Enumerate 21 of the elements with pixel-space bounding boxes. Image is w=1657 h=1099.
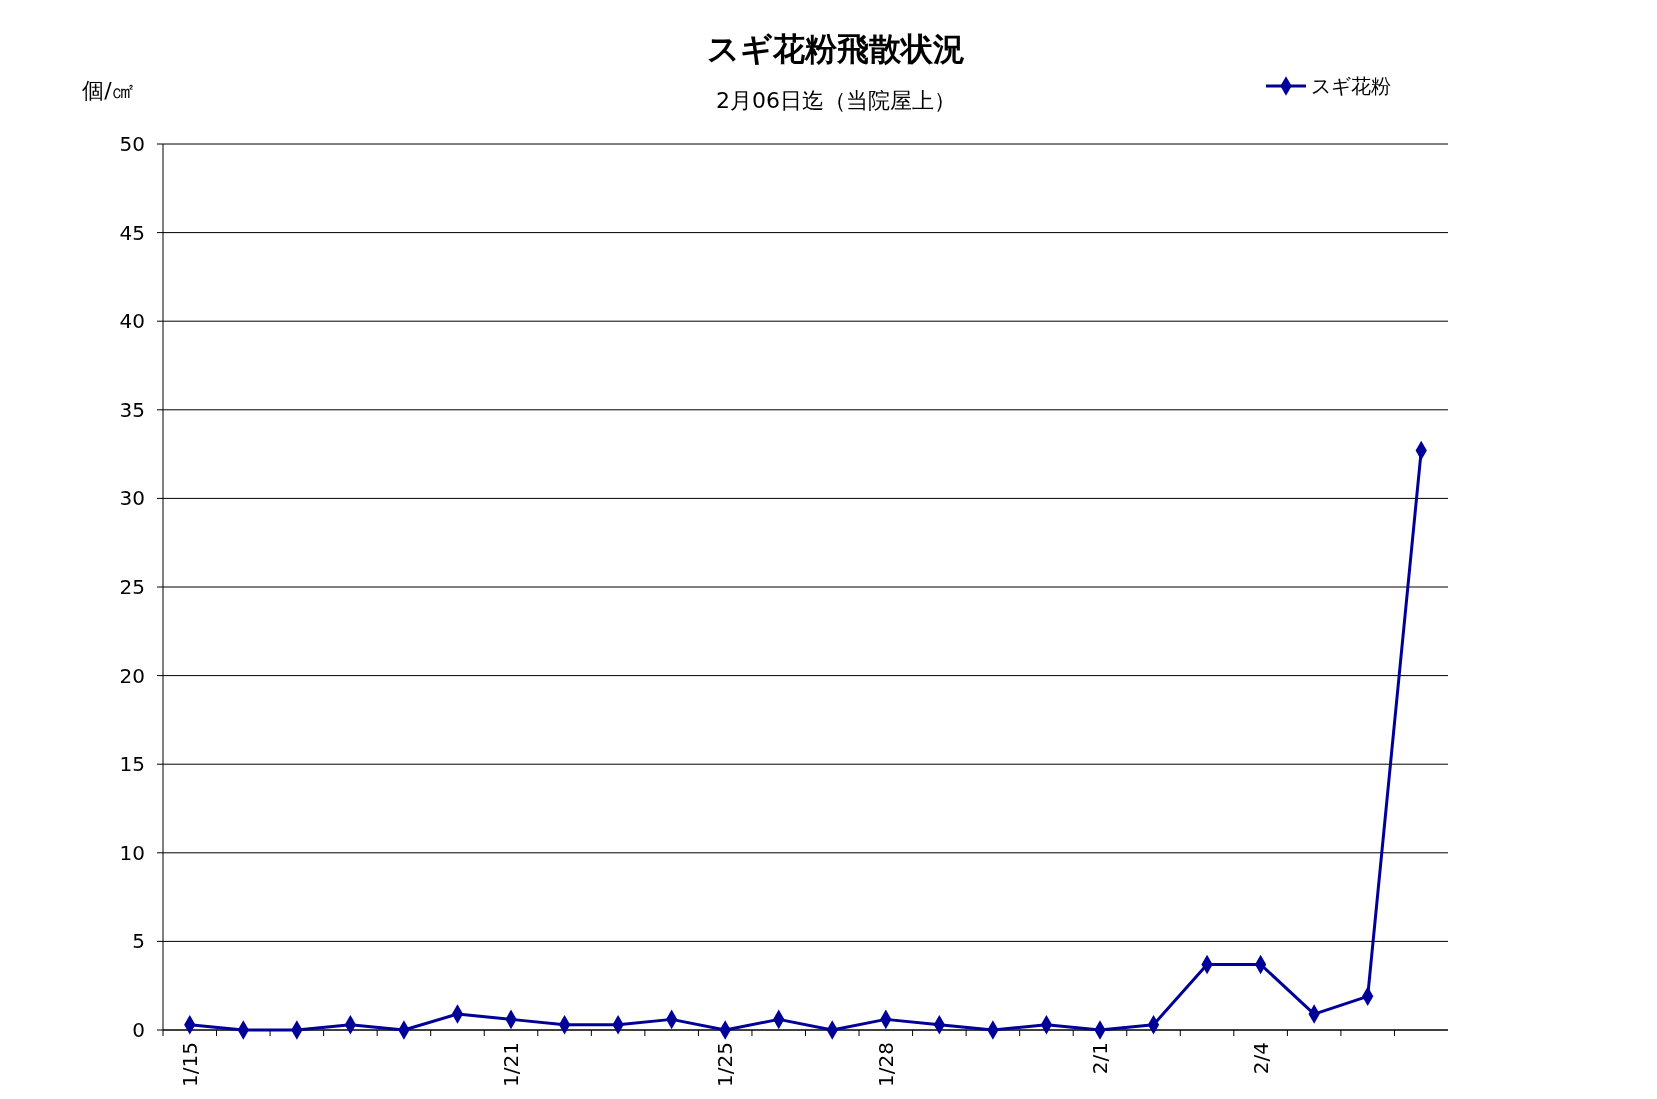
legend-label: スギ花粉 <box>1311 74 1391 98</box>
y-axis-title: 個/㎠ <box>82 78 134 103</box>
x-tick-label: 2/1 <box>1087 1042 1112 1075</box>
y-tick-label: 10 <box>119 840 145 865</box>
chart-subtitle: 2月06日迄（当院屋上） <box>716 88 956 113</box>
chart-title: スギ花粉飛散状況 <box>707 30 965 68</box>
y-tick-label: 0 <box>132 1018 145 1042</box>
y-tick-label: 20 <box>119 663 145 688</box>
y-tick-label: 40 <box>119 309 145 334</box>
y-tick-label: 15 <box>119 752 145 777</box>
x-tick-label: 1/15 <box>177 1042 202 1087</box>
x-tick-label: 1/21 <box>499 1042 524 1087</box>
y-tick-label: 35 <box>119 397 145 422</box>
x-tick-label: 1/25 <box>713 1042 738 1087</box>
x-tick-label: 2/4 <box>1248 1042 1273 1075</box>
y-tick-label: 30 <box>119 486 145 511</box>
y-tick-label: 25 <box>119 575 145 599</box>
y-tick-label: 50 <box>119 132 145 156</box>
x-tick-label: 1/28 <box>873 1042 898 1087</box>
y-tick-label: 45 <box>119 220 145 245</box>
y-tick-label: 5 <box>132 929 145 954</box>
